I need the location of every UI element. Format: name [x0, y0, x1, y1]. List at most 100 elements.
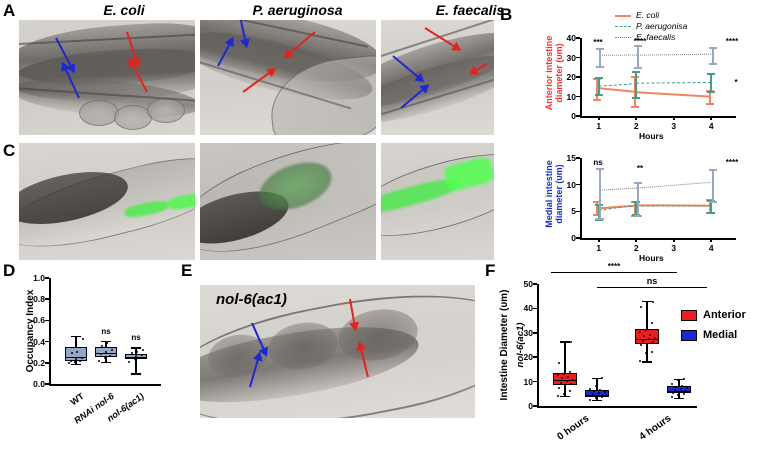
significance-marker: **** — [607, 262, 621, 271]
series-line — [598, 82, 637, 89]
x-tick — [597, 116, 600, 120]
whisker-cap-bottom — [592, 400, 602, 402]
x-category-label: 0 hours — [555, 413, 592, 443]
whisker-cap-top — [101, 340, 111, 342]
data-point — [556, 394, 559, 397]
data-point — [600, 396, 603, 399]
panel-letter-c: C — [3, 141, 16, 160]
error-bar — [711, 168, 714, 201]
data-point — [640, 305, 642, 308]
series-line — [636, 204, 712, 208]
whisker-cap-bottom — [71, 363, 81, 366]
data-point — [109, 355, 112, 358]
chart-medial-intestine: 0 5 10 15 1 2 3 4 Hours Medial intestine diameter… — [500, 146, 758, 266]
micrograph-c-efaecalis — [381, 143, 494, 260]
error-bar — [635, 71, 638, 97]
significance-marker: ns — [646, 276, 658, 286]
error-cap — [593, 214, 602, 216]
y-tick-label: 0 — [528, 401, 533, 411]
data-point — [646, 304, 648, 307]
data-point — [647, 338, 650, 341]
y-tick-label: 20 — [566, 72, 576, 82]
data-point — [597, 392, 600, 395]
y-tick-label: 5 — [571, 206, 576, 217]
whisker-lower — [135, 359, 137, 374]
data-point — [133, 358, 136, 361]
error-bar — [708, 90, 711, 103]
data-point — [588, 387, 591, 390]
median-line — [125, 356, 147, 359]
error-bar — [710, 199, 713, 213]
whisker-cap-bottom — [642, 361, 652, 363]
y-axis-title: Occupancy Index — [25, 289, 36, 373]
error-bar — [599, 47, 602, 67]
data-point — [105, 351, 107, 354]
y-tick — [576, 56, 580, 59]
panel-letter-f: F — [485, 261, 496, 280]
panel-letter-d: D — [3, 261, 16, 280]
data-point — [79, 360, 82, 363]
y-tick-label: 0.0 — [33, 379, 45, 389]
data-point — [673, 389, 676, 392]
chart-nol6-intestine-diameter: 0 10 20 30 40 50 Intestine Diameter (υm) nol-6(… — [485, 262, 758, 443]
data-point — [596, 394, 598, 397]
error-cap — [596, 167, 605, 170]
error-cap — [708, 63, 717, 66]
error-bar — [596, 201, 599, 214]
y-tick — [45, 319, 49, 322]
data-point — [650, 351, 653, 354]
whisker-cap-top — [592, 377, 602, 379]
whisker-lower — [564, 384, 566, 397]
data-point — [568, 389, 571, 392]
y-axis — [580, 158, 582, 238]
y-tick-label: 0.6 — [33, 315, 45, 326]
error-cap — [596, 218, 605, 221]
significance-marker: **** — [725, 37, 739, 46]
series-line — [636, 91, 712, 98]
data-point — [568, 370, 571, 373]
error-cap — [708, 46, 717, 49]
data-point — [562, 392, 565, 395]
data-point — [594, 397, 597, 400]
data-point — [652, 301, 654, 304]
whisker-upper — [678, 378, 680, 387]
data-point — [76, 351, 79, 354]
error-cap — [633, 67, 642, 70]
data-point — [590, 395, 592, 398]
whisker-cap-bottom — [560, 396, 570, 398]
y-tick — [45, 383, 49, 385]
data-point — [140, 353, 143, 356]
error-cap — [594, 203, 603, 206]
data-point — [649, 333, 651, 336]
legend-label: E. coli — [636, 10, 660, 20]
x-tick-label: 3 — [671, 243, 677, 253]
whisker-lower — [75, 360, 77, 364]
y-tick — [45, 298, 49, 300]
data-point — [99, 352, 102, 355]
y-axis-title: Intestine Diameter (υm) — [499, 289, 510, 401]
x-tick — [635, 116, 638, 120]
error-cap — [708, 200, 717, 203]
error-cap — [633, 182, 642, 184]
y-tick-label: 20 — [523, 352, 533, 363]
data-point — [684, 390, 686, 393]
error-cap — [705, 198, 714, 201]
error-bar — [636, 45, 639, 68]
data-point — [681, 385, 683, 388]
chart-occupancy-index: 0.0 0.2 0.4 0.6 0.8 1.0 Occupancy Index WT RNAi … — [3, 262, 175, 438]
significance-marker: ** — [636, 164, 644, 173]
y-tick — [533, 283, 537, 285]
panel-e-title: nol-6(ac1) — [216, 291, 287, 308]
x-tick-label: 3 — [671, 121, 677, 131]
data-point — [602, 393, 604, 396]
chart-anterior-intestine: 0 10 20 30 40 1 2 3 4 Hours Anterior intestine dia… — [500, 6, 758, 141]
y-axis-title: Anterior intestine diameter (υm) — [544, 35, 564, 111]
data-point — [558, 362, 560, 365]
error-cap — [632, 71, 641, 74]
data-point — [136, 351, 139, 354]
box — [585, 390, 609, 398]
data-point — [679, 388, 682, 391]
x-axis-title: Hours — [639, 253, 664, 263]
error-cap — [707, 73, 716, 76]
whisker-lower — [678, 393, 680, 398]
